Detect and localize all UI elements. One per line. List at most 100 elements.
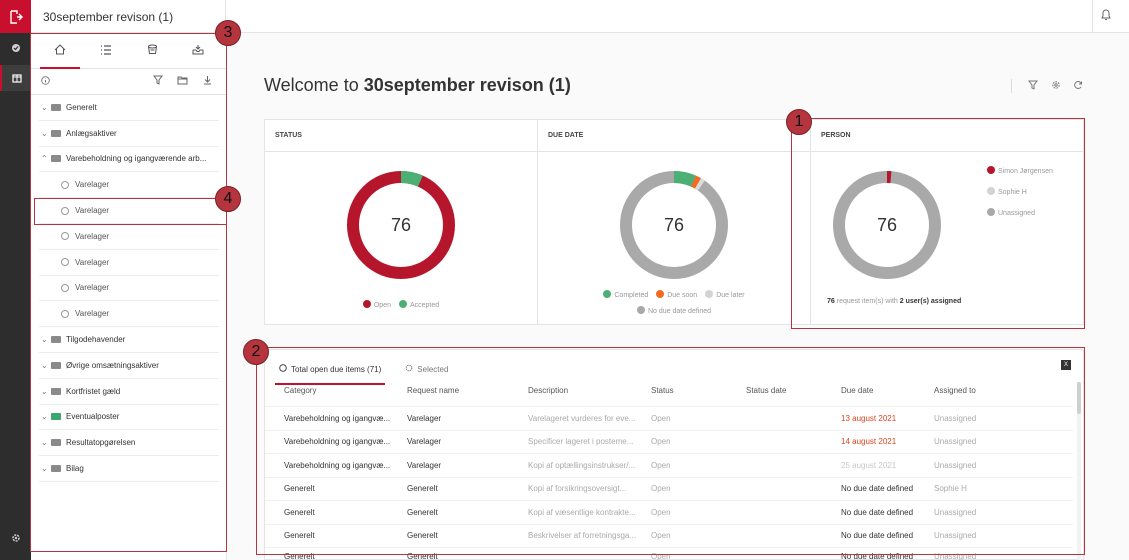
tab-home[interactable] bbox=[40, 41, 80, 69]
cell-description: Beskrivelser af forretningsga... bbox=[528, 531, 637, 541]
tab-list[interactable] bbox=[86, 41, 126, 61]
cell-request: Generelt bbox=[407, 531, 438, 541]
tree-group-varebeholdning[interactable]: ⌃ Varebeholdning og igangværende arb... bbox=[39, 147, 219, 173]
chevron-down-icon: ⌄ bbox=[41, 360, 48, 370]
summary-cards: STATUS 76 Open Accepted DUE DATE bbox=[264, 119, 1084, 325]
col-description[interactable]: Description bbox=[528, 386, 569, 395]
table-row[interactable]: Varebeholdning og igangvæ... Varelager K… bbox=[265, 453, 1073, 477]
page-title: Welcome to 30september revison (1) bbox=[264, 75, 571, 96]
cell-due-date: No due date defined bbox=[841, 484, 914, 494]
cell-request: Varelager bbox=[407, 413, 442, 423]
gear-icon bbox=[405, 364, 413, 374]
legend-accepted[interactable]: Accepted bbox=[398, 300, 439, 309]
table-row[interactable]: Varebeholdning og igangvæ... Varelager S… bbox=[265, 429, 1073, 454]
folder-open-icon[interactable] bbox=[177, 75, 188, 88]
filter-clear-icon[interactable] bbox=[1028, 80, 1039, 93]
tree-group-anlaegsaktiver[interactable]: ⌄ Anlægsaktiver bbox=[39, 121, 219, 147]
tree-group-bilag[interactable]: ⌄ Bilag bbox=[39, 456, 219, 482]
col-category[interactable]: Category bbox=[284, 386, 317, 395]
person-legend: Simon Jørgensen Sophie H Unassigned bbox=[987, 166, 1053, 229]
info-icon[interactable] bbox=[41, 76, 50, 88]
download-icon[interactable] bbox=[203, 75, 212, 88]
legend-unassigned[interactable]: Unassigned bbox=[987, 208, 1053, 217]
annotation-badge-4: 4 bbox=[215, 186, 241, 212]
tab-inbox[interactable] bbox=[178, 41, 218, 61]
chevron-down-icon: ⌄ bbox=[41, 386, 48, 396]
due-total: 76 bbox=[663, 214, 685, 235]
tree-item-varelager[interactable]: Varelager bbox=[39, 172, 219, 199]
tab-selected[interactable]: Selected bbox=[401, 358, 452, 380]
person-card: PERSON 76 Simon Jørgensen Sophie H Unass… bbox=[811, 120, 1083, 324]
legend-simon[interactable]: Simon Jørgensen bbox=[987, 166, 1053, 175]
gear-icon[interactable] bbox=[1051, 80, 1061, 93]
top-bar: 30september revison (1) bbox=[31, 0, 1129, 33]
legend-due-soon[interactable]: Due soon bbox=[656, 290, 697, 299]
notification-bell-icon[interactable] bbox=[1101, 9, 1111, 24]
projects-icon[interactable] bbox=[0, 65, 31, 91]
person-donut[interactable]: 76 bbox=[827, 165, 947, 285]
cell-due-date: No due date defined bbox=[841, 507, 914, 517]
col-due-date[interactable]: Due date bbox=[841, 386, 874, 395]
table-row[interactable]: Generelt Generelt Kopi af væsentlige kon… bbox=[265, 500, 1073, 524]
tree-label: Varelager bbox=[75, 257, 110, 267]
legend-sophie[interactable]: Sophie H bbox=[987, 187, 1053, 196]
project-title: 30september revison (1) bbox=[43, 10, 174, 24]
col-request-name[interactable]: Request name bbox=[407, 386, 460, 395]
dashboard-icon[interactable] bbox=[0, 35, 31, 61]
cell-request: Varelager bbox=[407, 460, 442, 470]
tree-group-generelt[interactable]: ⌄ Generelt bbox=[39, 95, 219, 121]
col-status[interactable]: Status bbox=[651, 386, 674, 395]
status-total: 76 bbox=[390, 214, 412, 235]
legend-due-later[interactable]: Due later bbox=[705, 290, 745, 299]
cell-request: Generelt bbox=[407, 507, 438, 517]
due-legend: Completed Due soon Due later bbox=[538, 290, 810, 299]
cell-request: Generelt bbox=[407, 484, 438, 494]
table-tabs: Total open due items (71) Selected bbox=[275, 358, 452, 385]
card-title: DUE DATE bbox=[538, 120, 810, 152]
tree-group-ovrige[interactable]: ⌄ Øvrige omsætningsaktiver bbox=[39, 353, 219, 379]
table-row[interactable]: Generelt Generelt Kopi af forsikringsove… bbox=[265, 476, 1073, 501]
cell-category: Varebeholdning og igangvæ... bbox=[284, 460, 391, 470]
col-assigned-to[interactable]: Assigned to bbox=[934, 386, 976, 395]
table-row[interactable]: Varebeholdning og igangvæ... Varelager V… bbox=[265, 406, 1073, 430]
cell-due-date: 13 august 2021 bbox=[841, 413, 897, 423]
tree-group-eventualposter[interactable]: ⌄ Eventualposter bbox=[39, 405, 219, 431]
filter-icon[interactable] bbox=[153, 75, 163, 88]
tab-total-open[interactable]: Total open due items (71) bbox=[275, 358, 386, 385]
tree-item-varelager[interactable]: Varelager bbox=[39, 224, 219, 250]
table-row[interactable]: Generelt Generelt Beskrivelser af forret… bbox=[265, 523, 1073, 548]
status-donut[interactable]: 76 bbox=[341, 165, 461, 285]
tree-item-varelager[interactable]: Varelager bbox=[39, 250, 219, 276]
col-status-date[interactable]: Status date bbox=[746, 386, 787, 395]
tree-item-varelager[interactable]: Varelager bbox=[39, 198, 219, 224]
tab-bucket[interactable] bbox=[132, 41, 172, 61]
radio-icon bbox=[61, 258, 69, 267]
tree-item-varelager[interactable]: Varelager bbox=[39, 276, 219, 302]
table-row[interactable]: Generelt Generelt Open No due date defin… bbox=[265, 547, 1073, 560]
card-title: PERSON bbox=[811, 120, 1083, 152]
tree-item-varelager[interactable]: Varelager bbox=[39, 301, 219, 328]
tree-group-resultatopgorelsen[interactable]: ⌄ Resultatopgørelsen bbox=[39, 430, 219, 457]
tree-group-tilgodehavender[interactable]: ⌄ Tilgodehavender bbox=[39, 327, 219, 353]
legend-open[interactable]: Open bbox=[362, 300, 391, 309]
excel-export-icon[interactable]: X bbox=[1061, 360, 1071, 370]
chevron-down-icon: ⌄ bbox=[41, 128, 48, 138]
refresh-icon[interactable] bbox=[1073, 80, 1083, 93]
cell-description: Kopi af væsentlige kontrakte... bbox=[528, 507, 636, 517]
due-date-card: DUE DATE 76 Completed Due soon Due later… bbox=[538, 120, 811, 324]
due-date-donut[interactable]: 76 bbox=[614, 165, 734, 285]
sidebar: ⌄ Generelt ⌄ Anlægsaktiver ⌃ Varebeholdning… bbox=[31, 33, 227, 560]
tree-group-kortfristet[interactable]: ⌄ Kortfristet gæld bbox=[39, 379, 219, 405]
cell-category: Varebeholdning og igangvæ... bbox=[284, 437, 391, 447]
app-logo-icon[interactable] bbox=[0, 0, 31, 33]
legend-completed[interactable]: Completed bbox=[603, 290, 648, 299]
tree-label: Varebeholdning og igangværende arb... bbox=[66, 154, 207, 164]
table-scroll-thumb[interactable] bbox=[1077, 382, 1081, 414]
settings-icon[interactable] bbox=[0, 525, 31, 551]
cell-assigned: Unassigned bbox=[934, 531, 977, 541]
cell-assigned: Unassigned bbox=[934, 437, 977, 447]
legend-no-due[interactable]: No due date defined bbox=[636, 306, 711, 315]
table-scrollbar[interactable] bbox=[1077, 382, 1081, 560]
cell-status: Open bbox=[651, 437, 671, 447]
folder-icon bbox=[51, 129, 61, 137]
